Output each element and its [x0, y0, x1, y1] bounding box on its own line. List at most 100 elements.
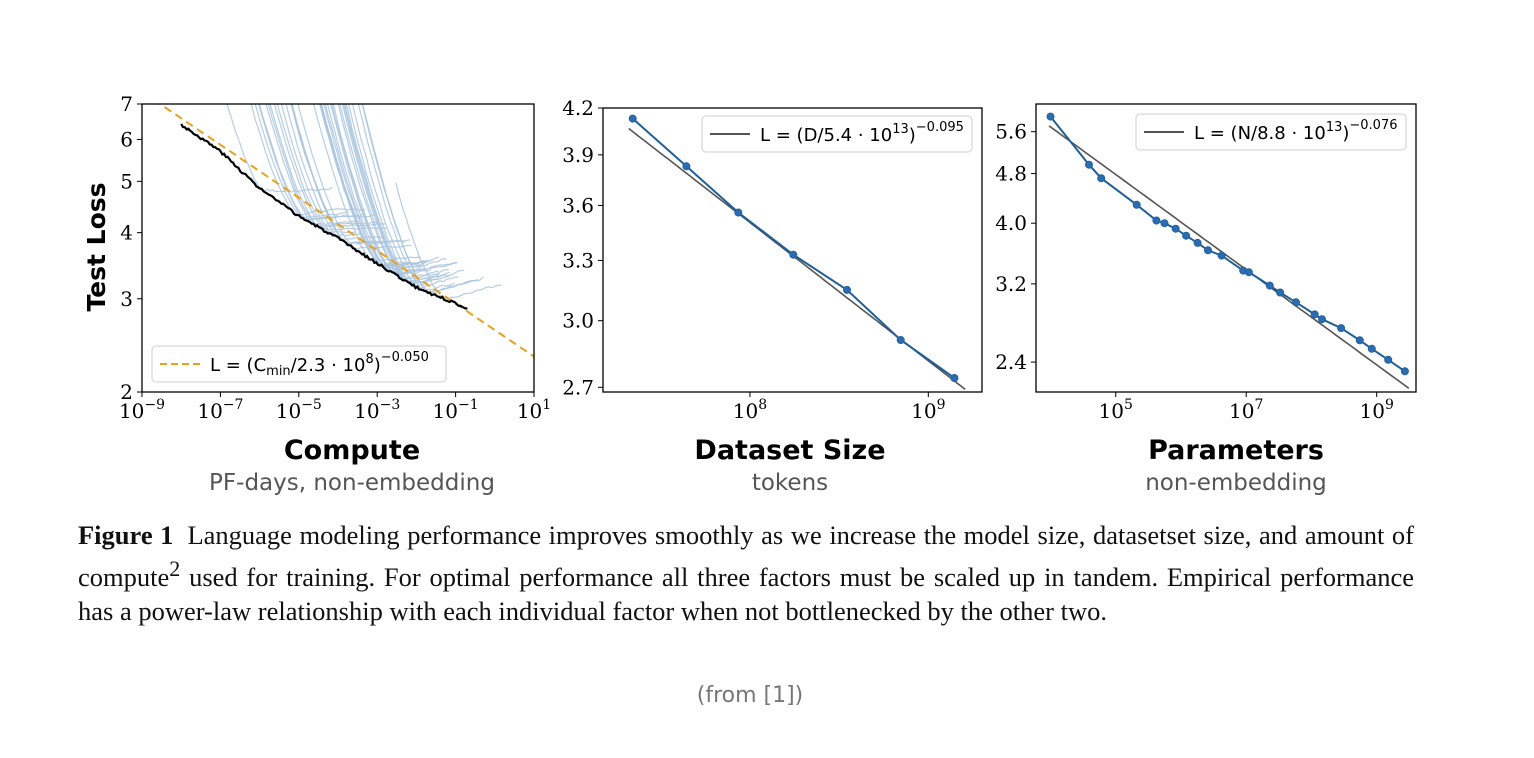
training-run-curve: [291, 104, 405, 245]
y-tick-label: 3.3: [562, 248, 594, 272]
training-run-curve: [343, 104, 434, 283]
training-run-curve: [351, 104, 459, 290]
training-run-curve: [339, 104, 449, 282]
plot-frame: [1035, 103, 1417, 393]
plot-frame: [602, 107, 983, 393]
data-point: [1171, 224, 1180, 233]
legend-box: [701, 115, 973, 153]
y-tick-label: 2.7: [562, 375, 594, 399]
training-run-curve: [345, 104, 465, 286]
y-tick-label: 4.0: [995, 211, 1027, 235]
plot-area: [1046, 112, 1410, 389]
y-tick-label: 4.8: [995, 162, 1027, 186]
data-point: [1310, 310, 1319, 319]
training-run-curve: [285, 104, 385, 241]
parameters-subtitle: non-embedding: [1145, 470, 1327, 496]
training-run-curve: [250, 104, 366, 216]
legend-box: [1135, 113, 1407, 151]
data-point: [1193, 238, 1202, 247]
legend-label: L = (Cmin/2.3 · 108)−0.050: [210, 350, 429, 379]
dataset-size-panel: 108 109 2.7 3.0 3.3 3.6 3.9 4.2 L = (D/5.4 · 101…: [562, 96, 983, 423]
data-point: [1097, 174, 1106, 183]
parameters-title: Parameters: [1148, 435, 1324, 466]
data-line: [1049, 115, 1406, 373]
legend-label: L = (N/8.8 · 1013)−0.076: [1194, 118, 1398, 144]
training-run-curve: [319, 104, 420, 266]
compute-fit-line: [158, 104, 534, 358]
data-point: [1265, 281, 1274, 290]
x-tick-label: 101: [517, 397, 551, 423]
compute-plot-area: [158, 104, 534, 358]
data-point: [1337, 324, 1346, 333]
caption-text-after: used for training. For optimal performan…: [78, 561, 1414, 626]
training-run-curve: [320, 104, 428, 267]
y-tick-label: 4: [120, 221, 133, 245]
y-tick-label: 3.6: [562, 193, 594, 217]
y-tick-label: 5: [120, 169, 133, 193]
compute-frontier-line: [180, 123, 468, 310]
data-point: [843, 285, 852, 294]
compute-title: Compute: [284, 435, 420, 466]
data-point: [1152, 216, 1161, 225]
training-run-curve: [341, 104, 440, 282]
data-point: [628, 114, 637, 123]
y-tick-label: 3: [120, 287, 133, 311]
legend-box: [151, 345, 447, 383]
training-run-curve: [254, 104, 350, 219]
dataset-subtitle: tokens: [752, 470, 828, 496]
caption-label: Figure 1: [78, 520, 174, 550]
data-line: [632, 117, 955, 379]
data-point: [1217, 251, 1226, 260]
data-point: [1367, 344, 1376, 353]
training-run-curve: [226, 104, 333, 193]
dataset-title: Dataset Size: [694, 435, 885, 466]
compute-panel: 10−9 10−7 10−5 10−3 10−1 101 2 3 4 5 6 7 L = (Cmin/2…: [119, 92, 551, 423]
y-tick-label: 3.2: [995, 272, 1027, 296]
x-tick-label: 10−7: [197, 397, 243, 423]
plot-area: [628, 114, 966, 391]
figure-caption: Figure 1 Language modeling performance im…: [78, 518, 1414, 628]
y-tick-label: 6: [120, 127, 133, 151]
plot-frame: [141, 103, 535, 393]
training-run-curve: [258, 104, 375, 221]
data-point: [1204, 246, 1213, 255]
data-point: [1182, 231, 1191, 240]
data-point: [1318, 315, 1327, 324]
y-tick-label: 2: [120, 380, 133, 404]
data-point: [789, 250, 798, 259]
x-tick-label: 109: [1360, 397, 1394, 423]
x-tick-label: 10−3: [354, 397, 400, 423]
data-point: [1244, 268, 1253, 277]
y-tick-label: 3.9: [562, 143, 594, 167]
x-tick-label: 107: [1229, 397, 1263, 423]
y-tick-label: 4.2: [562, 96, 594, 120]
training-run-curve: [267, 104, 379, 227]
x-tick-label: 10−1: [433, 397, 479, 423]
y-axis-label: Test Loss: [82, 182, 111, 311]
y-tick-label: 3.0: [562, 309, 594, 333]
training-run-curve: [276, 104, 356, 234]
data-point: [1046, 112, 1055, 121]
data-point: [1400, 367, 1409, 376]
y-tick-label: 2.4: [995, 350, 1027, 374]
x-tick-label: 10−5: [276, 397, 322, 423]
caption-footnote-mark: 2: [169, 556, 181, 581]
training-run-curve: [329, 104, 426, 274]
training-run-curve: [337, 104, 439, 279]
training-run-curve: [273, 104, 388, 231]
legend-label: L = (D/5.4 · 1013)−0.095: [760, 120, 964, 146]
parameters-panel: 105 107 109 2.4 3.2 4.0 4.8 5.6 L = (N/8.8 · 101…: [995, 103, 1417, 423]
x-tick-label: 105: [1099, 397, 1133, 423]
data-point: [1276, 288, 1285, 297]
x-tick-label: 10−9: [119, 397, 165, 423]
training-run-curve: [361, 104, 484, 293]
training-run-curve: [290, 104, 410, 245]
y-tick-label: 5.6: [995, 120, 1027, 144]
x-tick-label: 108: [733, 397, 767, 423]
training-run-curve: [269, 104, 386, 229]
data-point: [1160, 219, 1169, 228]
source-credit: (from [1]): [696, 683, 804, 708]
figure: 10−9 10−7 10−5 10−3 10−1 101 2 3 4 5 6 7 L = (Cmin/2…: [82, 92, 1417, 496]
y-tick-label: 7: [120, 92, 133, 116]
data-point: [682, 162, 691, 171]
